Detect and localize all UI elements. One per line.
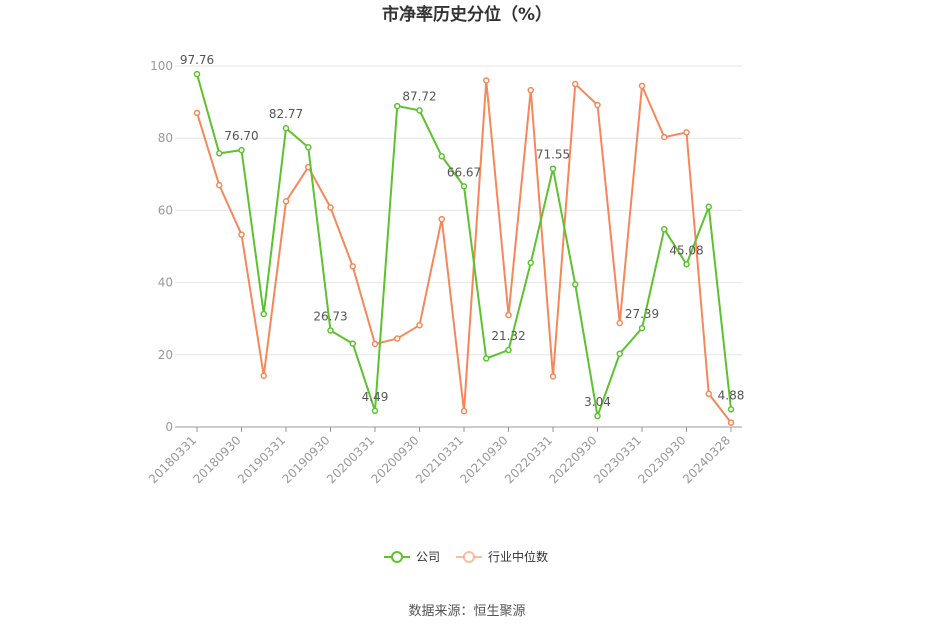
data-point xyxy=(460,183,468,190)
data-point xyxy=(193,70,201,78)
data-point xyxy=(505,346,512,354)
data-point xyxy=(661,133,668,141)
data-label: 87.72 xyxy=(402,89,436,103)
data-point xyxy=(260,372,267,379)
series-line xyxy=(196,73,732,418)
data-label: 3.04 xyxy=(584,395,611,409)
data-point xyxy=(572,281,579,288)
y-tick-label: 0 xyxy=(165,420,173,434)
data-point xyxy=(727,406,735,413)
data-point xyxy=(327,327,334,334)
data-point xyxy=(216,181,223,189)
axes: 0204060801002018033120180930201903312019… xyxy=(146,59,742,486)
data-point xyxy=(616,350,623,357)
data-label: 4.49 xyxy=(362,390,389,404)
data-point xyxy=(616,319,623,327)
data-label: 45.08 xyxy=(669,243,703,257)
data-point xyxy=(705,203,712,211)
series-line xyxy=(196,79,732,424)
data-label: 4.88 xyxy=(718,388,745,402)
y-tick-label: 20 xyxy=(158,348,173,362)
legend-label: 公司 xyxy=(416,550,440,564)
y-tick-label: 100 xyxy=(150,59,173,73)
data-point xyxy=(327,204,334,211)
data-point xyxy=(483,355,490,362)
data-point xyxy=(282,124,290,132)
chart-title: 市净率历史分位（%） xyxy=(382,4,552,25)
data-point xyxy=(305,143,312,151)
data-point xyxy=(594,412,601,420)
data-point xyxy=(282,198,290,205)
y-tick-label: 80 xyxy=(158,131,173,145)
data-point xyxy=(527,259,534,266)
data-label: 26.73 xyxy=(313,310,347,324)
data-point xyxy=(193,109,201,117)
data-point xyxy=(705,390,712,398)
data-label: 76.70 xyxy=(224,129,258,143)
y-tick-label: 40 xyxy=(158,276,173,290)
data-point xyxy=(572,80,579,88)
data-point xyxy=(371,340,379,348)
data-label: 97.76 xyxy=(180,53,214,67)
source-note: 数据来源：恒生聚源 xyxy=(408,604,525,619)
data-point xyxy=(549,373,557,380)
data-label: 21.32 xyxy=(491,329,525,343)
data-point xyxy=(638,82,646,90)
legend: 公司 行业中位数 xyxy=(384,549,548,564)
data-point xyxy=(460,407,468,415)
data-point xyxy=(216,150,223,157)
data-point xyxy=(594,101,601,109)
data-point xyxy=(727,419,735,426)
data-point xyxy=(238,146,245,154)
data-point xyxy=(349,340,356,347)
y-tick-label: 60 xyxy=(158,203,173,217)
data-point xyxy=(483,77,490,84)
data-point xyxy=(394,335,401,342)
data-label: 82.77 xyxy=(269,107,303,121)
x-tick-label: 20240328 xyxy=(680,433,733,486)
data-point xyxy=(416,107,423,114)
data-point xyxy=(438,153,445,160)
data-point xyxy=(683,129,690,136)
series-group xyxy=(193,70,735,426)
data-point xyxy=(416,321,423,329)
data-point xyxy=(683,261,690,268)
legend-label: 行业中位数 xyxy=(488,549,548,564)
grid-lines xyxy=(175,65,742,356)
data-point xyxy=(638,324,646,332)
legend-marker xyxy=(463,551,475,563)
data-point xyxy=(260,310,267,318)
data-label: 66.67 xyxy=(447,165,481,179)
data-point xyxy=(349,263,356,270)
data-label: 71.55 xyxy=(536,148,570,162)
data-point xyxy=(527,86,534,94)
data-labels: 97.76 76.70 82.77 26.73 4.49 87.72 66.67 21.32 7… xyxy=(180,53,745,409)
data-point xyxy=(661,225,668,233)
data-point xyxy=(238,231,245,238)
data-point xyxy=(549,165,557,172)
data-point xyxy=(438,215,445,223)
data-label: 27.39 xyxy=(625,307,659,321)
data-point xyxy=(505,311,512,319)
legend-marker xyxy=(391,551,403,563)
data-point xyxy=(371,407,379,415)
data-point xyxy=(394,102,401,110)
